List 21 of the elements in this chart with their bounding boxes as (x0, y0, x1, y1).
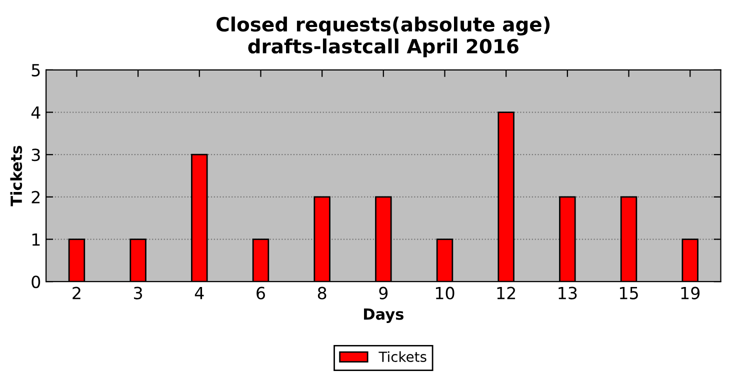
x-tick-label: 9 (379, 286, 388, 300)
legend-label: Tickets (378, 351, 426, 362)
x-axis-title: Days (364, 308, 404, 323)
y-tick-label: 5 (32, 64, 40, 76)
x-tick-label: 3 (134, 286, 142, 300)
y-axis-title: Tickets (10, 146, 22, 206)
x-tick-label: 15 (620, 286, 638, 300)
x-tick-label: 6 (256, 286, 265, 300)
x-tick-label: 10 (436, 286, 454, 300)
y-tick-label: 4 (31, 106, 40, 119)
x-tick-label: 13 (558, 286, 577, 300)
x-tick-label: 19 (681, 286, 700, 300)
y-tick-label: 2 (32, 190, 40, 204)
y-tick-label: 3 (32, 148, 40, 162)
x-tick-label: 2 (72, 286, 80, 300)
chart-title: Closed requests(absolute age) drafts-lastcall April 2016 (216, 16, 550, 58)
y-tick-label: 0 (32, 276, 40, 288)
x-tick-label: 12 (497, 286, 516, 300)
y-tick-label: 1 (32, 233, 40, 246)
x-tick-label: 8 (318, 286, 326, 300)
x-tick-label: 4 (194, 286, 204, 300)
